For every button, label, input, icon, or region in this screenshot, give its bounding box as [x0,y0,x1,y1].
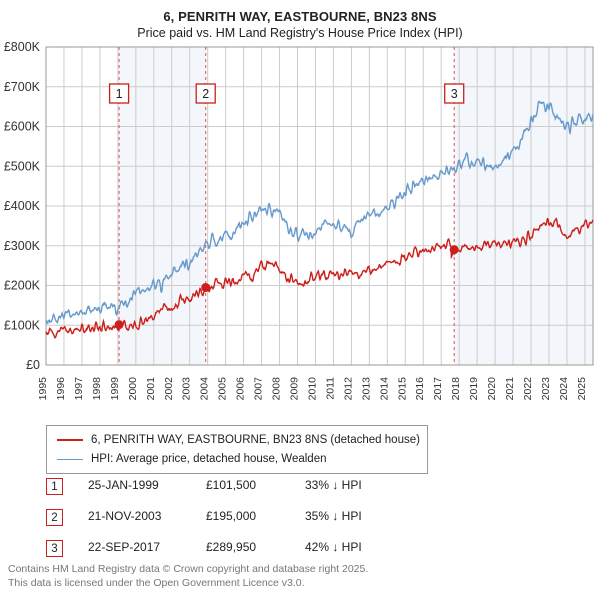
svg-text:1998: 1998 [91,377,103,401]
svg-text:2012: 2012 [342,377,354,401]
svg-text:1999: 1999 [109,377,121,401]
svg-text:2001: 2001 [145,377,157,401]
svg-text:2025: 2025 [576,377,588,401]
svg-text:1996: 1996 [55,377,67,401]
svg-text:2008: 2008 [271,377,283,401]
svg-text:£600K: £600K [4,120,41,134]
svg-text:2024: 2024 [558,377,570,401]
svg-text:2016: 2016 [414,377,426,401]
svg-text:1997: 1997 [73,377,85,401]
svg-text:£100K: £100K [4,318,41,332]
svg-text:2015: 2015 [396,377,408,401]
svg-text:2010: 2010 [306,377,318,401]
svg-text:2017: 2017 [432,377,444,401]
svg-text:2003: 2003 [181,377,193,401]
svg-text:2005: 2005 [217,377,229,401]
svg-text:2014: 2014 [378,377,390,401]
svg-text:2006: 2006 [235,377,247,401]
svg-text:£800K: £800K [4,42,41,54]
svg-text:2007: 2007 [253,377,265,401]
svg-text:£0: £0 [26,358,40,372]
svg-text:2: 2 [202,87,209,101]
svg-text:1995: 1995 [37,377,49,401]
svg-text:2004: 2004 [199,377,211,401]
svg-text:2000: 2000 [127,377,139,401]
svg-text:2009: 2009 [288,377,300,401]
svg-text:2013: 2013 [360,377,372,401]
svg-text:2018: 2018 [450,377,462,401]
svg-text:2020: 2020 [486,377,498,401]
svg-text:2002: 2002 [163,377,175,401]
svg-text:£300K: £300K [4,239,41,253]
svg-text:2023: 2023 [540,377,552,401]
svg-text:2019: 2019 [468,377,480,401]
svg-text:2011: 2011 [324,377,336,400]
svg-text:£400K: £400K [4,199,41,213]
svg-text:2022: 2022 [522,377,534,401]
svg-text:2021: 2021 [504,377,516,401]
svg-text:£700K: £700K [4,80,41,94]
svg-text:3: 3 [451,87,458,101]
svg-text:£500K: £500K [4,159,41,173]
svg-text:1: 1 [116,87,123,101]
svg-text:£200K: £200K [4,279,41,293]
